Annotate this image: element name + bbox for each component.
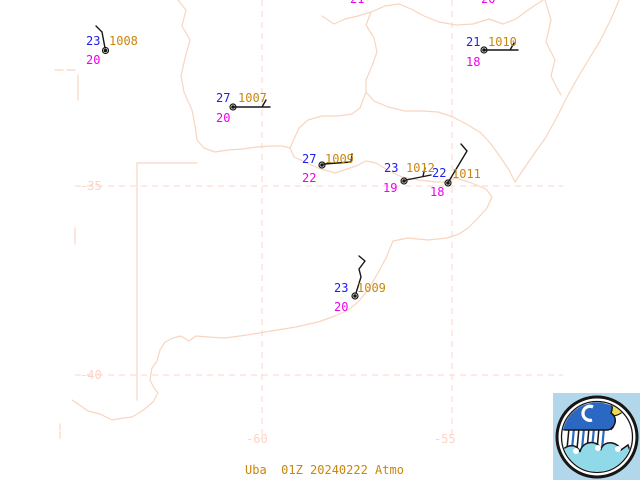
station-7-dewpoint: 20: [334, 300, 349, 314]
atlantic-coast: [71, 147, 493, 421]
station-6-temperature: 22: [432, 166, 447, 180]
station-6-pressure: 1011: [452, 167, 481, 181]
station-4-dewpoint: 22: [302, 171, 317, 185]
station-symbol-icon: [229, 103, 237, 111]
latlon-grid: [75, 0, 563, 434]
station-4-pressure: 1009: [325, 152, 354, 166]
wind-barb-station-7: [355, 255, 366, 294]
station-symbol-icon: [101, 46, 110, 55]
wind-barb-station-1: [95, 25, 106, 49]
lagoon-line: [544, 0, 562, 96]
north-river: [321, 0, 544, 26]
clipped-dewpoint-2: 20: [481, 0, 495, 5]
station-1-dewpoint: 20: [86, 53, 101, 67]
coastlines: [54, 0, 620, 439]
station-2-pressure: 1010: [488, 35, 517, 49]
station-symbols: [101, 46, 488, 300]
wind-barb-station-6: [448, 143, 468, 182]
station-symbol-icon: [351, 292, 359, 300]
clipped-dewpoint-1: 21: [350, 0, 364, 5]
station-symbol-icon: [318, 161, 326, 169]
lat-label-35: -35: [80, 179, 102, 193]
atmospheric-sciences-emblem: [553, 393, 640, 480]
wind-barb-station-3: [234, 99, 271, 108]
station-2-dewpoint: 18: [466, 55, 481, 69]
station-5-dewpoint: 19: [383, 181, 398, 195]
cloud-icon: [562, 402, 616, 431]
uruguay-river: [365, 11, 378, 93]
station-symbol-icon: [480, 46, 488, 54]
station-3-temperature: 27: [216, 91, 231, 105]
wind-barbs: [95, 25, 519, 294]
lon-label-55: -55: [434, 432, 456, 446]
station-6-dewpoint: 18: [430, 185, 445, 199]
wind-barb-station-4: [323, 153, 353, 165]
river-border-west: [177, 0, 291, 153]
station-2-temperature: 21: [466, 35, 481, 49]
station-5-pressure: 1012: [406, 161, 435, 175]
uruguay-south-coast: [365, 91, 516, 183]
station-4-temperature: 27: [302, 152, 317, 166]
station-1-pressure: 1008: [109, 34, 138, 48]
wind-barb-station-5: [405, 167, 432, 181]
emblem-inner-ring: [560, 400, 634, 474]
station-3-pressure: 1007: [238, 91, 267, 105]
station-symbol-icon: [444, 179, 452, 187]
wind-barb-station-2: [485, 42, 519, 51]
lon-label-60: -60: [246, 432, 268, 446]
delta-north-shore: [289, 91, 367, 149]
station-3-dewpoint: 20: [216, 111, 231, 125]
station-7-temperature: 23: [334, 281, 349, 295]
uruguay-east-coast: [514, 0, 620, 183]
station-symbol-icon: [400, 177, 408, 185]
station-5-temperature: 23: [384, 161, 399, 175]
lat-label-40: -40: [80, 368, 102, 382]
station-7-pressure: 1009: [357, 281, 386, 295]
station-1-temperature: 23: [86, 34, 101, 48]
status-text: Uba 01Z 20240222 Atmo: [245, 463, 404, 477]
